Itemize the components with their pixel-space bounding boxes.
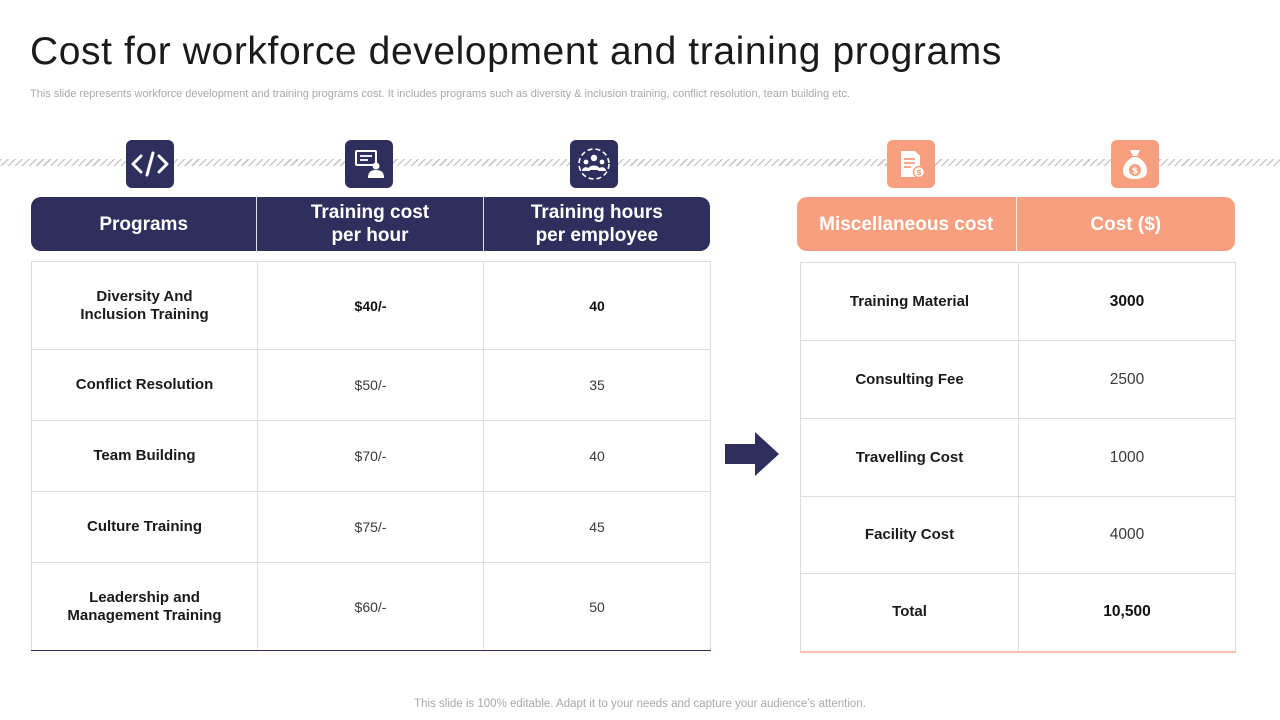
misc-cost-table: Training Material 3000 Consulting Fee 25… (800, 262, 1236, 653)
right-arrow-icon (725, 432, 781, 481)
header-training-cost: Training cost per hour (257, 197, 484, 251)
training-hours: 40 (483, 261, 711, 350)
total-label: Total (800, 573, 1019, 653)
footer-note: This slide is 100% editable. Adapt it to… (414, 698, 866, 710)
cost-item: Travelling Cost (800, 418, 1019, 497)
training-hours: 40 (483, 420, 711, 492)
presentation-icon (345, 140, 393, 188)
training-cost: $75/- (257, 491, 484, 563)
header-cost: Cost ($) (1090, 213, 1162, 235)
training-cost: $70/- (257, 420, 484, 492)
table-row: Consulting Fee 2500 (800, 340, 1236, 419)
programs-table: Diversity And Inclusion Training $40/- 4… (31, 261, 711, 651)
programs-table-header: Programs Training cost per hour Training… (31, 197, 710, 251)
header-misc-cost: Miscellaneous cost (797, 197, 1017, 251)
money-bag-icon: $ (1111, 140, 1159, 188)
training-cost: $40/- (257, 261, 484, 350)
training-hours: 50 (483, 562, 711, 651)
cost-item: Training Material (800, 262, 1019, 341)
hatched-divider (0, 159, 1280, 166)
page-subtitle: This slide represents workforce developm… (30, 88, 850, 100)
program-name: Team Building (31, 420, 258, 492)
table-row: Conflict Resolution $50/- 35 (31, 349, 711, 421)
svg-text:$: $ (916, 168, 922, 177)
cost-value: 4000 (1018, 496, 1236, 574)
cost-value: 1000 (1018, 418, 1236, 497)
table-row: Diversity And Inclusion Training $40/- 4… (31, 261, 711, 350)
cost-item: Facility Cost (800, 496, 1019, 574)
header-programs: Programs (31, 197, 258, 251)
table-row: Travelling Cost 1000 (800, 418, 1236, 497)
invoice-icon: $ (887, 140, 935, 188)
training-cost: $60/- (257, 562, 484, 651)
table-row: Leadership and Management Training $60/-… (31, 562, 711, 651)
program-name: Diversity And Inclusion Training (31, 261, 258, 350)
table-row-total: Total 10,500 (800, 573, 1236, 653)
team-icon (570, 140, 618, 188)
program-name: Leadership and Management Training (31, 562, 258, 651)
cost-value: 2500 (1018, 340, 1236, 419)
code-icon (126, 140, 174, 188)
table-row: Training Material 3000 (800, 262, 1236, 341)
misc-table-header: Miscellaneous cost Cost ($) (797, 197, 1235, 251)
program-name: Conflict Resolution (31, 349, 258, 421)
page-title: Cost for workforce development and train… (30, 30, 1002, 73)
training-cost: $50/- (257, 349, 484, 421)
training-hours: 35 (483, 349, 711, 421)
svg-text:$: $ (1132, 167, 1138, 177)
table-row: Facility Cost 4000 (800, 496, 1236, 574)
header-training-hours: Training hours per employee (530, 202, 663, 246)
cost-item: Consulting Fee (800, 340, 1019, 419)
table-row: Culture Training $75/- 45 (31, 491, 711, 563)
cost-value: 3000 (1018, 262, 1236, 341)
total-value: 10,500 (1018, 573, 1236, 653)
program-name: Culture Training (31, 491, 258, 563)
table-row: Team Building $70/- 40 (31, 420, 711, 492)
training-hours: 45 (483, 491, 711, 563)
